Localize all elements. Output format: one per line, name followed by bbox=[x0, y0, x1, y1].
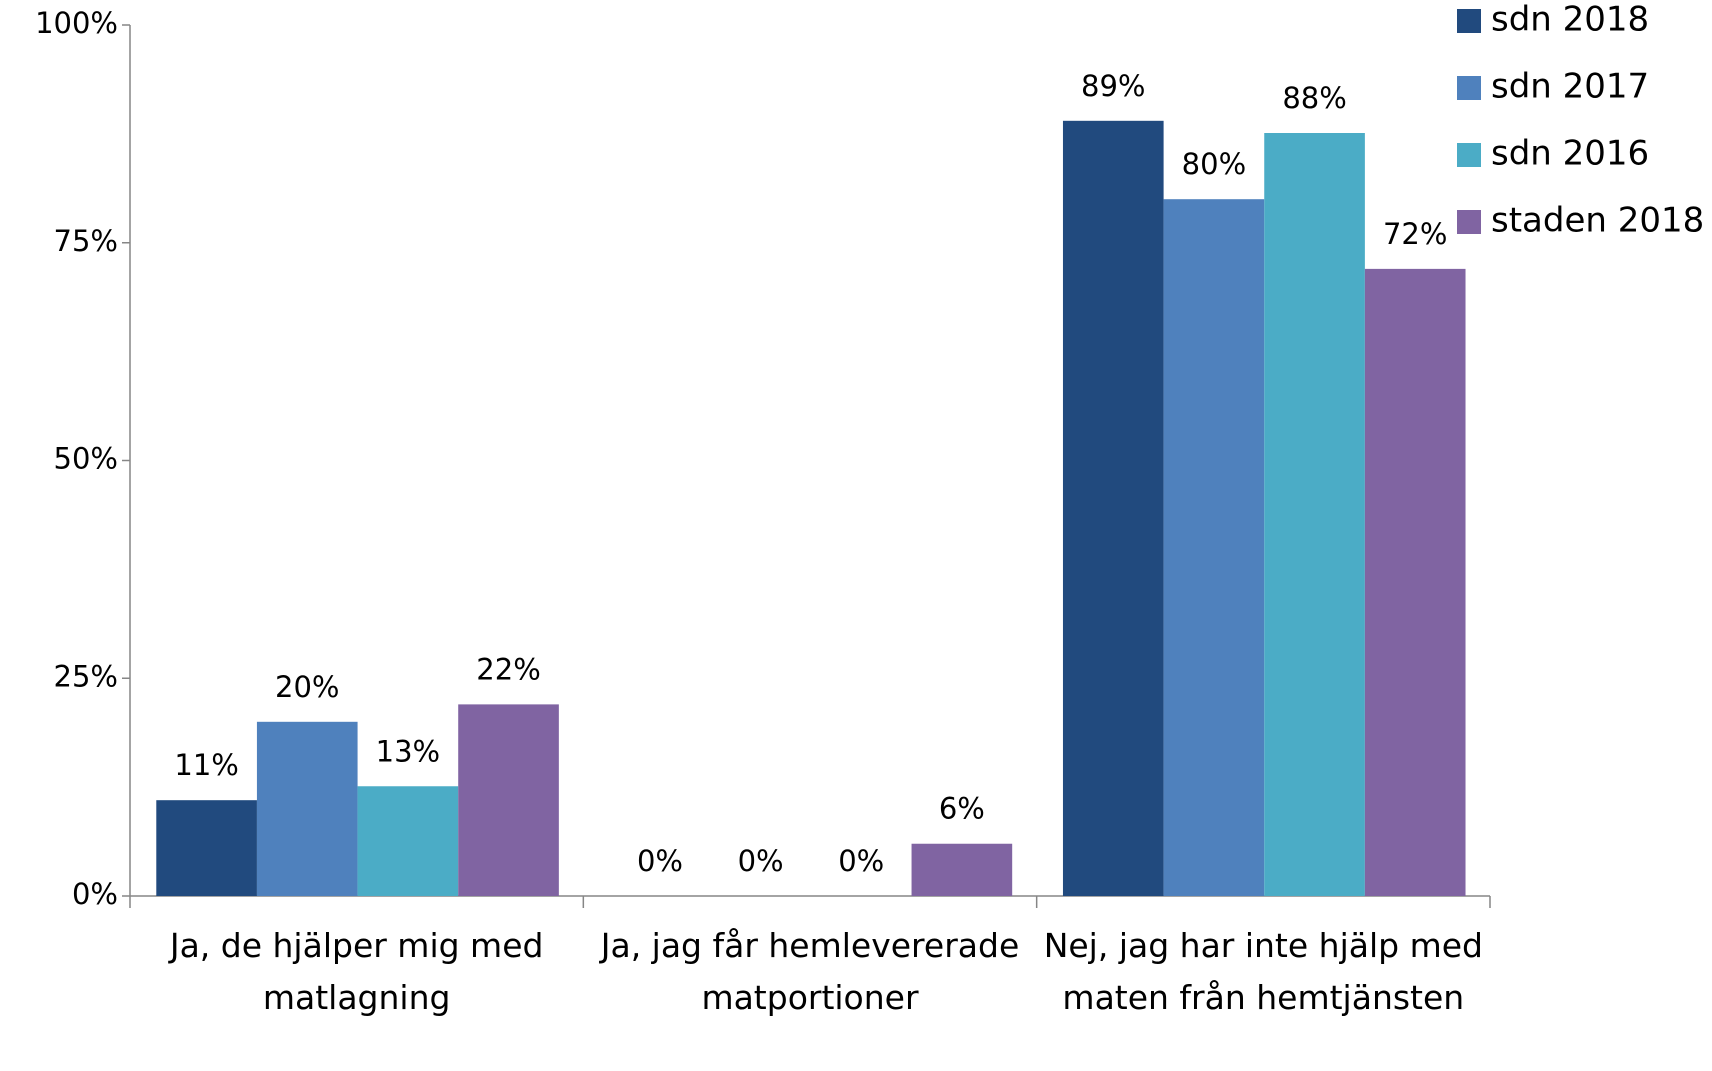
legend-label: sdn 2017 bbox=[1491, 67, 1649, 107]
data-label: 0% bbox=[738, 844, 784, 878]
legend-label: sdn 2018 bbox=[1491, 0, 1649, 40]
y-tick-label: 0% bbox=[72, 877, 118, 911]
bar bbox=[1364, 268, 1466, 896]
data-label: 20% bbox=[275, 670, 339, 704]
data-label: 72% bbox=[1383, 217, 1447, 251]
legend-swatch bbox=[1457, 210, 1481, 234]
bar bbox=[1264, 133, 1365, 896]
x-tick-label: Ja, jag får hemlevererade matportioner bbox=[600, 926, 1020, 1017]
legend-swatch bbox=[1457, 143, 1481, 167]
x-tick-label: Ja, de hjälper mig med matlagning bbox=[169, 926, 544, 1017]
bar bbox=[156, 800, 257, 896]
data-label: 0% bbox=[637, 844, 683, 878]
bar bbox=[1163, 199, 1265, 896]
bar bbox=[256, 721, 358, 896]
bar bbox=[1062, 120, 1164, 896]
legend-label: sdn 2016 bbox=[1491, 134, 1649, 174]
bar bbox=[458, 704, 559, 896]
y-tick-label: 25% bbox=[54, 659, 118, 693]
legend-label: staden 2018 bbox=[1491, 201, 1704, 241]
legend-swatch bbox=[1457, 9, 1481, 33]
data-label: 22% bbox=[476, 652, 540, 686]
data-label: 89% bbox=[1081, 69, 1145, 103]
x-tick-label: Nej, jag har inte hjälp med maten från h… bbox=[1043, 926, 1483, 1017]
data-label: 6% bbox=[939, 792, 985, 826]
y-tick-label: 50% bbox=[54, 442, 118, 476]
data-label: 11% bbox=[174, 748, 238, 782]
data-label: 80% bbox=[1182, 147, 1246, 181]
data-label: 0% bbox=[838, 844, 884, 878]
y-tick-label: 100% bbox=[35, 6, 118, 40]
y-tick-label: 75% bbox=[54, 224, 118, 258]
data-label: 88% bbox=[1282, 81, 1346, 115]
bar bbox=[911, 843, 1013, 896]
data-label: 13% bbox=[376, 734, 440, 768]
bar bbox=[357, 786, 459, 896]
legend-swatch bbox=[1457, 76, 1481, 100]
